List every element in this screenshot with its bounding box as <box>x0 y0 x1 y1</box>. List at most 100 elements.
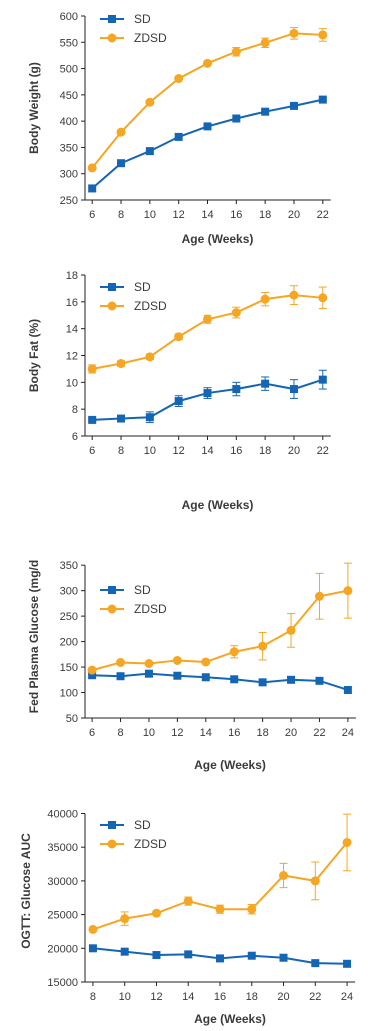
legend-marker <box>107 839 117 849</box>
chart-1: 250 300 350 400 450 500 550 600 6 8 10 12 14 16 18 20 22… <box>27 11 331 246</box>
data-point <box>287 675 296 684</box>
data-point <box>215 904 225 914</box>
data-point <box>258 641 268 651</box>
data-point <box>203 314 212 324</box>
y-tick-label: 350 <box>60 142 78 154</box>
y-tick-label: 250 <box>60 611 78 623</box>
x-tick-label: 20 <box>285 727 297 739</box>
data-point <box>229 647 239 657</box>
data-point <box>116 657 126 667</box>
series-line <box>92 672 349 691</box>
data-point <box>145 147 154 156</box>
legend-label: SD <box>134 583 151 597</box>
y-tick-label: 50 <box>66 713 78 725</box>
y-tick-label: 10 <box>66 377 78 389</box>
data-point <box>174 132 183 141</box>
data-point <box>343 959 352 968</box>
data-point <box>151 908 161 918</box>
x-tick-label: 6 <box>89 727 95 739</box>
data-point <box>315 676 324 685</box>
data-point <box>201 657 211 667</box>
x-tick-label: 10 <box>119 991 131 1003</box>
x-tick-label: 24 <box>342 727 354 739</box>
data-point <box>152 951 161 960</box>
data-point <box>174 74 184 84</box>
data-point <box>232 385 241 394</box>
x-tick-label: 12 <box>171 727 183 739</box>
data-point <box>87 163 97 173</box>
legend-label: ZDSD <box>134 31 167 45</box>
y-tick-label: 300 <box>60 586 78 598</box>
legend-item: SD <box>100 818 151 832</box>
data-point <box>88 415 97 424</box>
y-tick-label: 100 <box>60 688 78 700</box>
x-tick-label: 18 <box>259 445 271 457</box>
y-tick-label: 35000 <box>47 842 78 854</box>
y-tick-label: 40000 <box>47 808 78 820</box>
data-point <box>88 944 97 953</box>
legend-item: ZDSD <box>100 602 167 616</box>
series-line <box>91 589 349 672</box>
data-point <box>201 673 210 682</box>
legend-marker <box>108 283 116 291</box>
series-sd <box>88 369 327 424</box>
data-point <box>343 685 352 694</box>
series-zdsd <box>87 27 328 173</box>
y-axis-label: Body Fat (%) <box>27 319 41 392</box>
y-tick-label: 18 <box>66 270 78 282</box>
legend-item: ZDSD <box>100 31 167 45</box>
data-point <box>87 665 97 675</box>
data-point <box>203 58 212 68</box>
x-tick-label: 10 <box>144 209 156 221</box>
x-axis-label: Age (Weeks) <box>194 1012 266 1026</box>
data-point <box>261 107 270 116</box>
series-zdsd <box>87 285 328 374</box>
y-tick-label: 300 <box>60 169 78 181</box>
data-point <box>247 904 257 914</box>
data-point <box>120 947 129 956</box>
series-line <box>91 32 323 169</box>
data-point <box>289 290 299 300</box>
data-point <box>174 397 183 406</box>
data-point <box>120 914 130 924</box>
x-tick-label: 14 <box>201 209 213 221</box>
data-point <box>343 586 353 596</box>
data-point <box>172 655 182 665</box>
legend-marker <box>107 33 117 43</box>
x-tick-label: 22 <box>317 209 329 221</box>
x-tick-label: 20 <box>277 991 289 1003</box>
data-point <box>144 658 154 668</box>
y-tick-label: 500 <box>60 64 78 76</box>
data-point <box>318 375 327 384</box>
x-tick-label: 22 <box>313 727 325 739</box>
x-tick-label: 20 <box>288 209 300 221</box>
legend-label: ZDSD <box>134 602 167 616</box>
x-tick-label: 18 <box>246 991 258 1003</box>
data-point <box>314 591 324 601</box>
legend-label: SD <box>134 280 151 294</box>
legend-label: ZDSD <box>134 837 167 851</box>
y-tick-label: 30000 <box>47 876 78 888</box>
chart-4: 15000 20000 25000 30000 35000 40000 8 10 12 14 16 1… <box>19 808 356 1026</box>
data-point <box>117 159 126 168</box>
chart-2: 6 8 10 12 14 16 18 6 8 10 12 14 16 18 20 22 Age (Weeks) B… <box>27 270 331 512</box>
series-line <box>92 841 348 931</box>
data-point <box>258 678 267 687</box>
data-point <box>289 385 298 394</box>
legend-item: ZDSD <box>100 299 167 313</box>
data-point <box>216 954 224 963</box>
legend-marker <box>108 586 116 594</box>
data-point <box>289 101 298 110</box>
data-point <box>286 625 296 635</box>
data-point <box>318 30 328 40</box>
y-tick-label: 200 <box>60 637 78 649</box>
x-tick-label: 6 <box>89 445 95 457</box>
data-point <box>87 364 97 374</box>
data-point <box>260 294 270 304</box>
legend-label: SD <box>134 818 151 832</box>
x-tick-label: 12 <box>173 209 185 221</box>
data-point <box>116 127 126 137</box>
y-tick-label: 400 <box>60 116 78 128</box>
series-sd <box>88 669 352 694</box>
